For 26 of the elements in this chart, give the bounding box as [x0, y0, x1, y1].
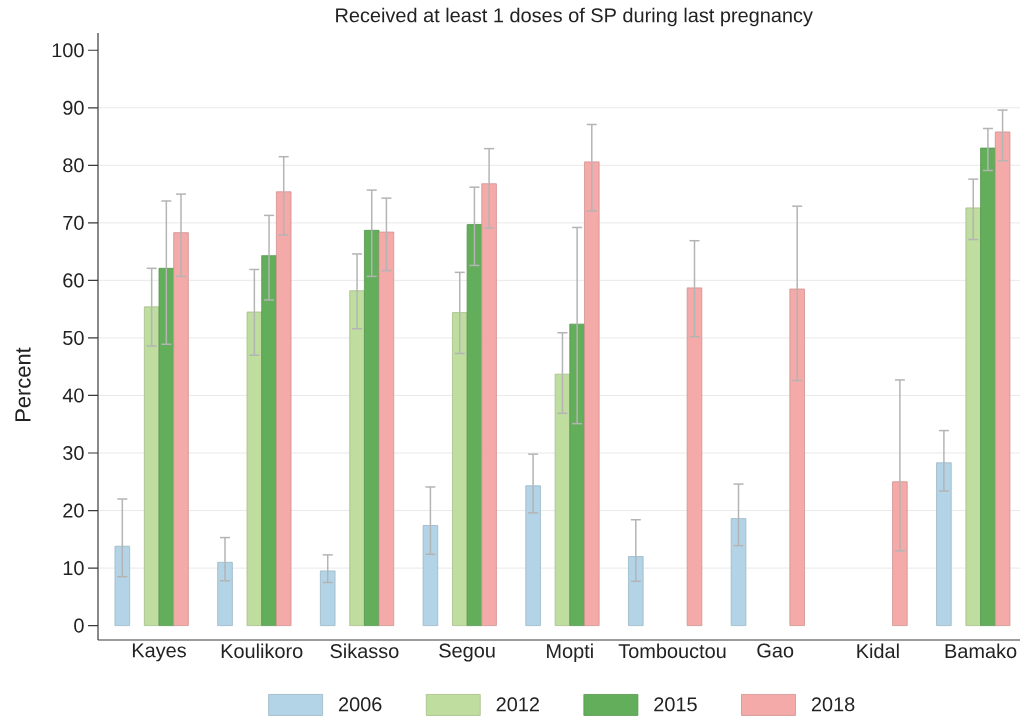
- y-tick-label: 50: [63, 330, 84, 345]
- x-tick-label: Bamako: [945, 643, 1017, 659]
- y-tick-label: 0: [74, 618, 84, 633]
- y-tick-label: 10: [63, 561, 84, 576]
- y-axis-title: Percent: [15, 347, 31, 422]
- chart-title: Received at least 1 doses of SP during last pregnancy: [336, 7, 813, 27]
- y-tick-label: 30: [63, 445, 84, 461]
- legend-label: 2015: [654, 697, 697, 712]
- x-tick-label: Gao: [757, 643, 794, 658]
- legend-label: 2018: [811, 697, 855, 712]
- x-tick-label: Tombouctou: [618, 643, 726, 659]
- legend-label: 2012: [496, 697, 539, 712]
- x-tick-label: Mopti: [547, 643, 593, 663]
- y-tick-label: 80: [63, 158, 84, 173]
- legend-label: 2006: [339, 697, 382, 712]
- x-tick-label: Kidal: [857, 643, 899, 659]
- y-tick-label: 40: [62, 388, 84, 403]
- y-tick-label: 90: [63, 100, 84, 115]
- y-tick-label: 70: [63, 215, 84, 230]
- y-tick-label: 100: [52, 43, 84, 58]
- y-tick-label: 20: [63, 503, 84, 518]
- x-tick-label: Kayes: [132, 643, 186, 662]
- y-tick-label: 60: [63, 273, 84, 288]
- x-tick-label: Sikasso: [330, 643, 399, 659]
- x-tick-label: Segou: [439, 643, 495, 662]
- x-tick-label: Koulikoro: [221, 643, 303, 659]
